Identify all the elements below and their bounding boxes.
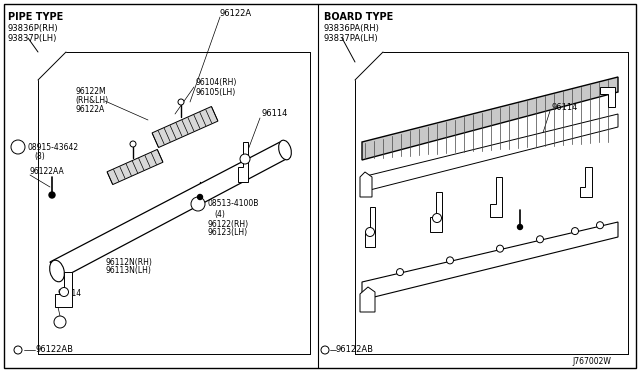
Text: 96122AA: 96122AA	[30, 167, 65, 176]
Text: (8): (8)	[34, 153, 45, 161]
Polygon shape	[360, 287, 375, 312]
Text: 96122M: 96122M	[75, 87, 106, 96]
Circle shape	[14, 346, 22, 354]
Text: 96105(LH): 96105(LH)	[195, 87, 236, 96]
Text: 96122AB: 96122AB	[36, 346, 74, 355]
Ellipse shape	[278, 140, 291, 160]
Polygon shape	[50, 142, 290, 279]
Polygon shape	[362, 114, 618, 192]
Polygon shape	[360, 172, 372, 197]
Text: 96123(LH): 96123(LH)	[208, 228, 248, 237]
Circle shape	[321, 346, 329, 354]
Polygon shape	[580, 167, 592, 197]
Circle shape	[365, 228, 374, 237]
Circle shape	[191, 197, 205, 211]
Circle shape	[60, 288, 68, 296]
Text: (RH&LH): (RH&LH)	[75, 96, 108, 106]
Text: BOARD TYPE: BOARD TYPE	[324, 12, 393, 22]
Text: (4): (4)	[214, 209, 225, 218]
Text: 96122A: 96122A	[75, 106, 104, 115]
Text: 93836P(RH): 93836P(RH)	[8, 23, 59, 32]
Text: 08513-4100B: 08513-4100B	[208, 199, 259, 208]
Polygon shape	[600, 87, 615, 107]
Text: 96112N(RH): 96112N(RH)	[105, 257, 152, 266]
Circle shape	[198, 195, 202, 199]
Text: 96114: 96114	[552, 103, 579, 112]
Circle shape	[572, 228, 579, 235]
Circle shape	[240, 154, 250, 164]
Polygon shape	[430, 192, 442, 232]
Text: J767002W: J767002W	[572, 357, 611, 366]
Text: PIPE TYPE: PIPE TYPE	[8, 12, 63, 22]
Text: 96122A: 96122A	[220, 10, 252, 19]
Circle shape	[596, 222, 604, 229]
Text: 93837PA(LH): 93837PA(LH)	[324, 33, 379, 42]
Circle shape	[49, 192, 55, 198]
Text: 96122(RH): 96122(RH)	[208, 219, 249, 228]
Text: 96104(RH): 96104(RH)	[195, 77, 236, 87]
Polygon shape	[55, 272, 72, 307]
Text: V: V	[16, 144, 20, 150]
Polygon shape	[238, 142, 248, 182]
Text: 96114: 96114	[58, 289, 82, 298]
Circle shape	[518, 224, 522, 230]
Text: 08915-43642: 08915-43642	[28, 142, 79, 151]
Polygon shape	[365, 207, 375, 247]
Polygon shape	[107, 150, 163, 185]
Text: 93836PA(RH): 93836PA(RH)	[324, 23, 380, 32]
Ellipse shape	[50, 260, 65, 282]
Circle shape	[54, 316, 66, 328]
Text: 96114: 96114	[262, 109, 289, 119]
Circle shape	[497, 245, 504, 252]
Text: 96122AB: 96122AB	[336, 346, 374, 355]
Circle shape	[130, 141, 136, 147]
Polygon shape	[362, 222, 618, 300]
Circle shape	[447, 257, 454, 264]
Circle shape	[536, 236, 543, 243]
Text: 93837P(LH): 93837P(LH)	[8, 33, 58, 42]
Circle shape	[178, 99, 184, 105]
Polygon shape	[362, 77, 618, 160]
Text: S: S	[196, 202, 200, 206]
Text: 96113N(LH): 96113N(LH)	[105, 266, 151, 276]
Polygon shape	[152, 106, 218, 148]
Circle shape	[397, 269, 403, 276]
Circle shape	[11, 140, 25, 154]
Circle shape	[433, 214, 442, 222]
Polygon shape	[490, 177, 502, 217]
